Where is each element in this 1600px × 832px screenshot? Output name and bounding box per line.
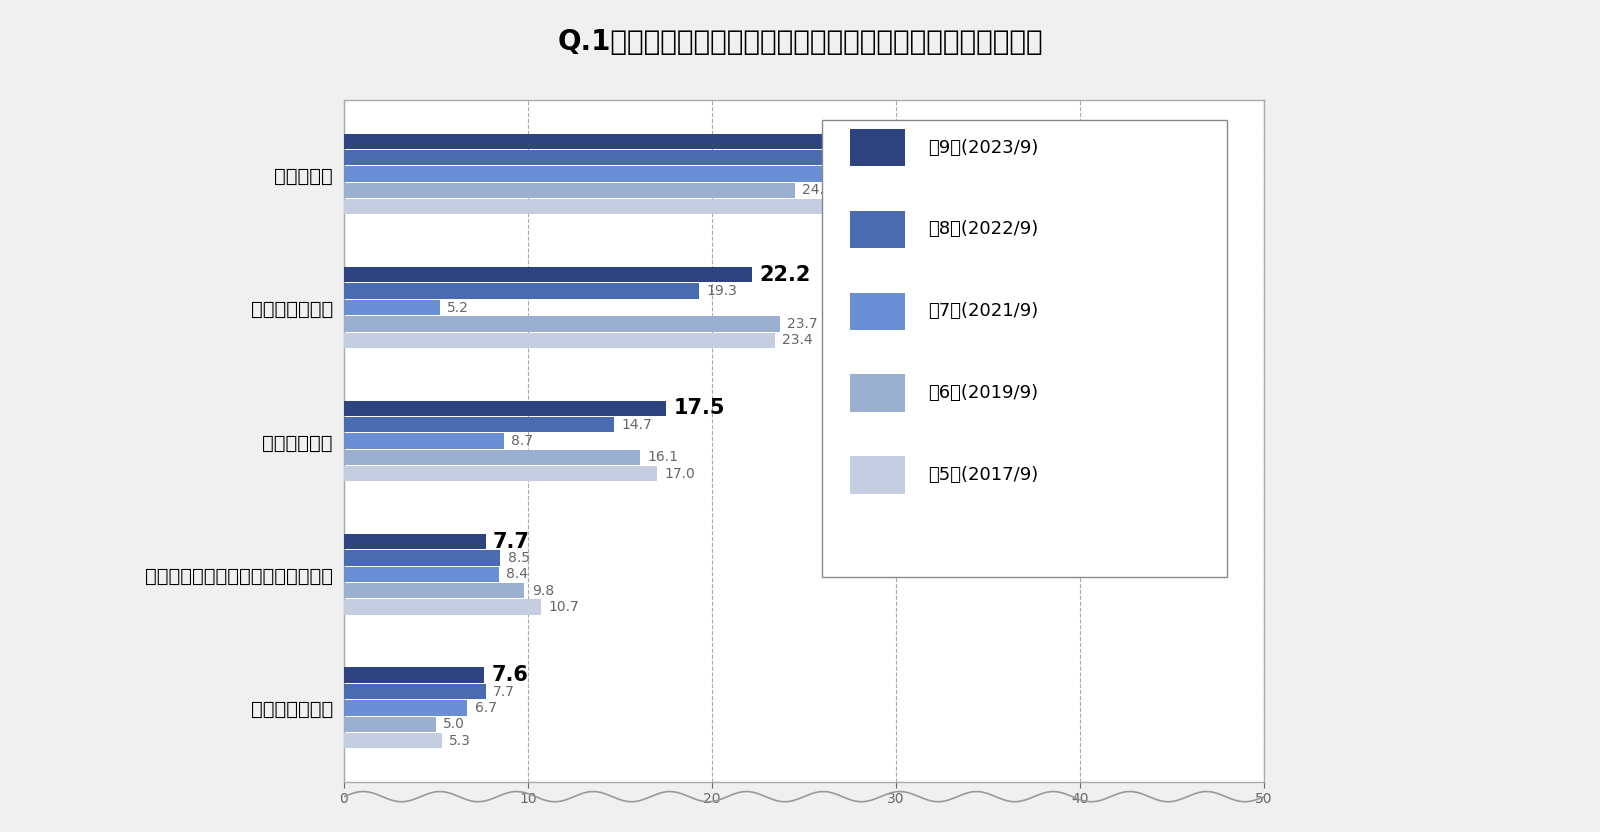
- Text: 第7回(2021/9): 第7回(2021/9): [928, 302, 1038, 320]
- Bar: [850, 210, 906, 248]
- Text: 19.3: 19.3: [707, 285, 738, 298]
- Bar: [344, 300, 440, 315]
- Bar: [344, 400, 666, 416]
- Bar: [344, 599, 541, 615]
- Text: 14.7: 14.7: [622, 418, 653, 432]
- Text: 第5回(2017/9): 第5回(2017/9): [928, 466, 1038, 484]
- Text: 8.5: 8.5: [507, 551, 530, 565]
- Text: 34.4: 34.4: [984, 167, 1014, 181]
- Bar: [344, 183, 795, 198]
- Text: 23.7: 23.7: [787, 317, 818, 331]
- Bar: [344, 534, 486, 549]
- Text: 8.4: 8.4: [506, 567, 528, 582]
- Text: 24.5: 24.5: [802, 183, 832, 197]
- Bar: [344, 733, 442, 748]
- Text: 5.0: 5.0: [443, 717, 466, 731]
- Bar: [344, 449, 640, 465]
- Bar: [344, 267, 752, 283]
- Text: 30.9: 30.9: [920, 151, 950, 165]
- Text: 22.2: 22.2: [760, 265, 811, 285]
- Bar: [344, 199, 827, 215]
- Bar: [344, 134, 885, 149]
- Bar: [344, 417, 614, 433]
- Text: 17.5: 17.5: [674, 399, 725, 418]
- Bar: [344, 551, 501, 566]
- Text: 17.0: 17.0: [664, 467, 694, 481]
- Text: 第6回(2019/9): 第6回(2019/9): [928, 384, 1038, 402]
- Bar: [344, 684, 486, 699]
- Text: 5.3: 5.3: [450, 734, 470, 747]
- Text: 6.7: 6.7: [475, 701, 496, 715]
- Bar: [344, 667, 483, 683]
- Text: 8.7: 8.7: [512, 434, 533, 448]
- Bar: [344, 466, 656, 482]
- Text: 16.1: 16.1: [648, 450, 678, 464]
- Bar: [344, 284, 699, 299]
- Text: Q.1年前と比べて、どのようなものにお金をかけていますか？: Q.1年前と比べて、どのようなものにお金をかけていますか？: [557, 27, 1043, 56]
- Bar: [344, 433, 504, 448]
- Bar: [344, 701, 467, 716]
- FancyBboxPatch shape: [822, 121, 1227, 577]
- Bar: [344, 166, 978, 181]
- Text: 第8回(2022/9): 第8回(2022/9): [928, 220, 1038, 239]
- Text: 26.3: 26.3: [835, 200, 866, 214]
- Text: 7.6: 7.6: [491, 665, 528, 686]
- Text: 5.2: 5.2: [446, 300, 469, 314]
- Bar: [344, 716, 435, 732]
- Text: 23.4: 23.4: [782, 333, 813, 347]
- Bar: [344, 567, 499, 582]
- Bar: [850, 456, 906, 494]
- Text: 10.7: 10.7: [549, 600, 579, 614]
- Bar: [850, 293, 906, 330]
- Bar: [344, 333, 774, 348]
- Text: 第9回(2023/9): 第9回(2023/9): [928, 139, 1038, 156]
- Text: 9.8: 9.8: [531, 584, 554, 597]
- Text: 7.7: 7.7: [493, 685, 515, 699]
- Text: 7.7: 7.7: [493, 532, 530, 552]
- Bar: [344, 150, 912, 166]
- Bar: [344, 583, 525, 598]
- Bar: [850, 374, 906, 412]
- Text: 29.4: 29.4: [893, 131, 944, 151]
- Bar: [850, 129, 906, 166]
- Bar: [344, 316, 781, 331]
